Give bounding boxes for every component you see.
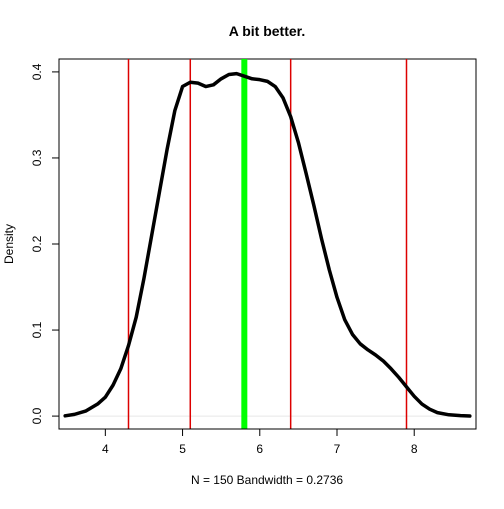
y-tick-label: 0.1 <box>30 321 44 338</box>
ticks-layer: 4 5 6 7 8 0.0 0.1 0.2 0.3 0.4 <box>30 63 418 456</box>
density-curve <box>63 71 472 418</box>
y-axis-label: Density <box>2 224 16 264</box>
plot-border <box>58 58 477 430</box>
y-tick-label: 0.2 <box>30 235 44 252</box>
x-tick-label: 4 <box>102 442 109 456</box>
y-tick-label: 0.0 <box>30 407 44 424</box>
chart-title: A bit better. <box>229 23 306 39</box>
y-tick-label: 0.4 <box>30 63 44 80</box>
curve-layer <box>63 71 472 418</box>
y-tick-label: 0.3 <box>30 149 44 166</box>
axes-layer <box>58 58 477 430</box>
x-axis-label: N = 150 Bandwidth = 0.2736 <box>191 473 343 487</box>
x-tick-label: 5 <box>179 442 186 456</box>
vlines-layer <box>127 59 408 429</box>
x-tick-label: 8 <box>411 442 418 456</box>
x-tick-label: 6 <box>256 442 263 456</box>
x-tick-label: 7 <box>334 442 341 456</box>
